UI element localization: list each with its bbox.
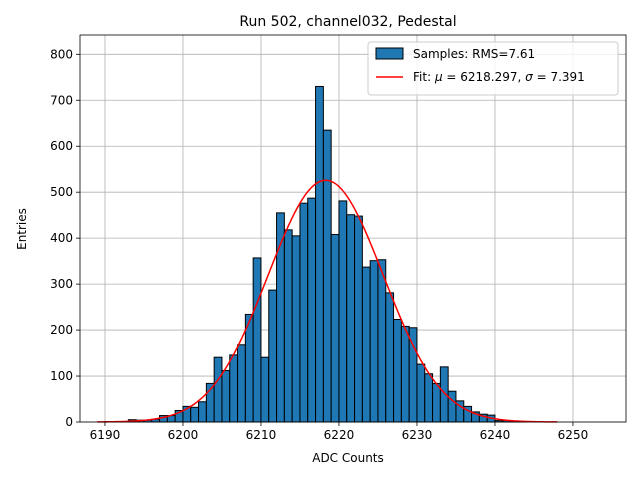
histogram-bar bbox=[322, 129, 332, 423]
histogram-bar bbox=[237, 344, 246, 423]
histogram-bar bbox=[346, 214, 356, 423]
fit-curve bbox=[97, 179, 558, 423]
y-tick-label: 400 bbox=[50, 231, 73, 245]
histogram-bar bbox=[221, 370, 231, 423]
histogram-bar bbox=[260, 356, 270, 423]
histogram-bar bbox=[291, 235, 301, 423]
x-tick-label: 6200 bbox=[168, 428, 199, 442]
legend-fit-prefix: Fit: bbox=[413, 70, 435, 84]
histogram-bar bbox=[361, 266, 371, 423]
y-tick-label: 0 bbox=[65, 415, 73, 429]
histogram-bar bbox=[198, 401, 207, 423]
legend-fit-sigma-symbol: σ bbox=[525, 70, 533, 84]
x-tick-label: 6220 bbox=[324, 428, 355, 442]
legend-fit-sigma-value: = 7.391 bbox=[533, 70, 585, 84]
histogram-bar bbox=[268, 289, 278, 423]
histogram-bar bbox=[213, 356, 223, 423]
histogram-bar bbox=[447, 390, 457, 423]
histogram-bar bbox=[354, 215, 363, 423]
histogram-bar bbox=[408, 327, 418, 423]
legend-fit-label: Fit: μ = 6218.297, σ = 7.391 bbox=[413, 70, 585, 84]
histogram-bar bbox=[330, 233, 340, 423]
legend-fit-mu-value: = 6218.297, bbox=[443, 70, 526, 84]
histogram-bar bbox=[424, 373, 434, 423]
y-tick-label: 700 bbox=[50, 93, 73, 107]
histogram-bar bbox=[369, 260, 379, 423]
histogram-bar bbox=[252, 257, 262, 423]
histogram-bar bbox=[244, 313, 254, 423]
x-tick-label: 6240 bbox=[480, 428, 511, 442]
histogram-bar bbox=[307, 197, 317, 423]
chart-title: Run 502, channel032, Pedestal bbox=[239, 14, 456, 30]
x-tick-label: 6190 bbox=[90, 428, 121, 442]
x-tick-label: 6210 bbox=[246, 428, 277, 442]
legend: Samples: RMS=7.61 Fit: μ = 6218.297, σ =… bbox=[367, 41, 619, 96]
histogram-bar bbox=[416, 363, 426, 423]
x-axis-label: ADC Counts bbox=[312, 451, 384, 465]
y-tick-label: 100 bbox=[50, 369, 73, 383]
legend-samples-label: Samples: RMS=7.61 bbox=[413, 47, 535, 61]
y-tick-label: 800 bbox=[50, 47, 73, 61]
histogram-bar bbox=[377, 259, 387, 423]
plot-frame bbox=[79, 34, 627, 423]
histogram-bar bbox=[385, 292, 395, 423]
y-tick-label: 500 bbox=[50, 185, 73, 199]
histogram-bar bbox=[299, 202, 309, 423]
histogram-bar bbox=[315, 85, 324, 423]
x-axis-ticks: 6190 6200 6210 6220 6230 6240 6250 bbox=[90, 422, 589, 442]
y-tick-label: 600 bbox=[50, 139, 73, 153]
histogram-bar bbox=[393, 319, 402, 423]
y-tick-label: 200 bbox=[50, 323, 73, 337]
legend-fit-mu-symbol: μ bbox=[434, 70, 443, 84]
histogram-bar bbox=[229, 354, 239, 423]
histogram-bars bbox=[104, 85, 527, 423]
histogram-bar bbox=[338, 200, 348, 423]
legend-box bbox=[367, 41, 619, 96]
histogram-bar bbox=[283, 229, 293, 423]
y-tick-label: 300 bbox=[50, 277, 73, 291]
histogram-bar bbox=[190, 406, 200, 423]
x-tick-label: 6230 bbox=[402, 428, 433, 442]
y-axis-label: Entries bbox=[15, 208, 29, 250]
histogram-bar bbox=[432, 382, 441, 423]
histogram-bar bbox=[439, 366, 449, 423]
histogram-bar bbox=[400, 325, 410, 423]
x-tick-label: 6250 bbox=[558, 428, 589, 442]
legend-samples-swatch bbox=[375, 47, 404, 60]
y-axis-ticks: 0 100 200 300 400 500 600 700 800 bbox=[50, 47, 80, 429]
